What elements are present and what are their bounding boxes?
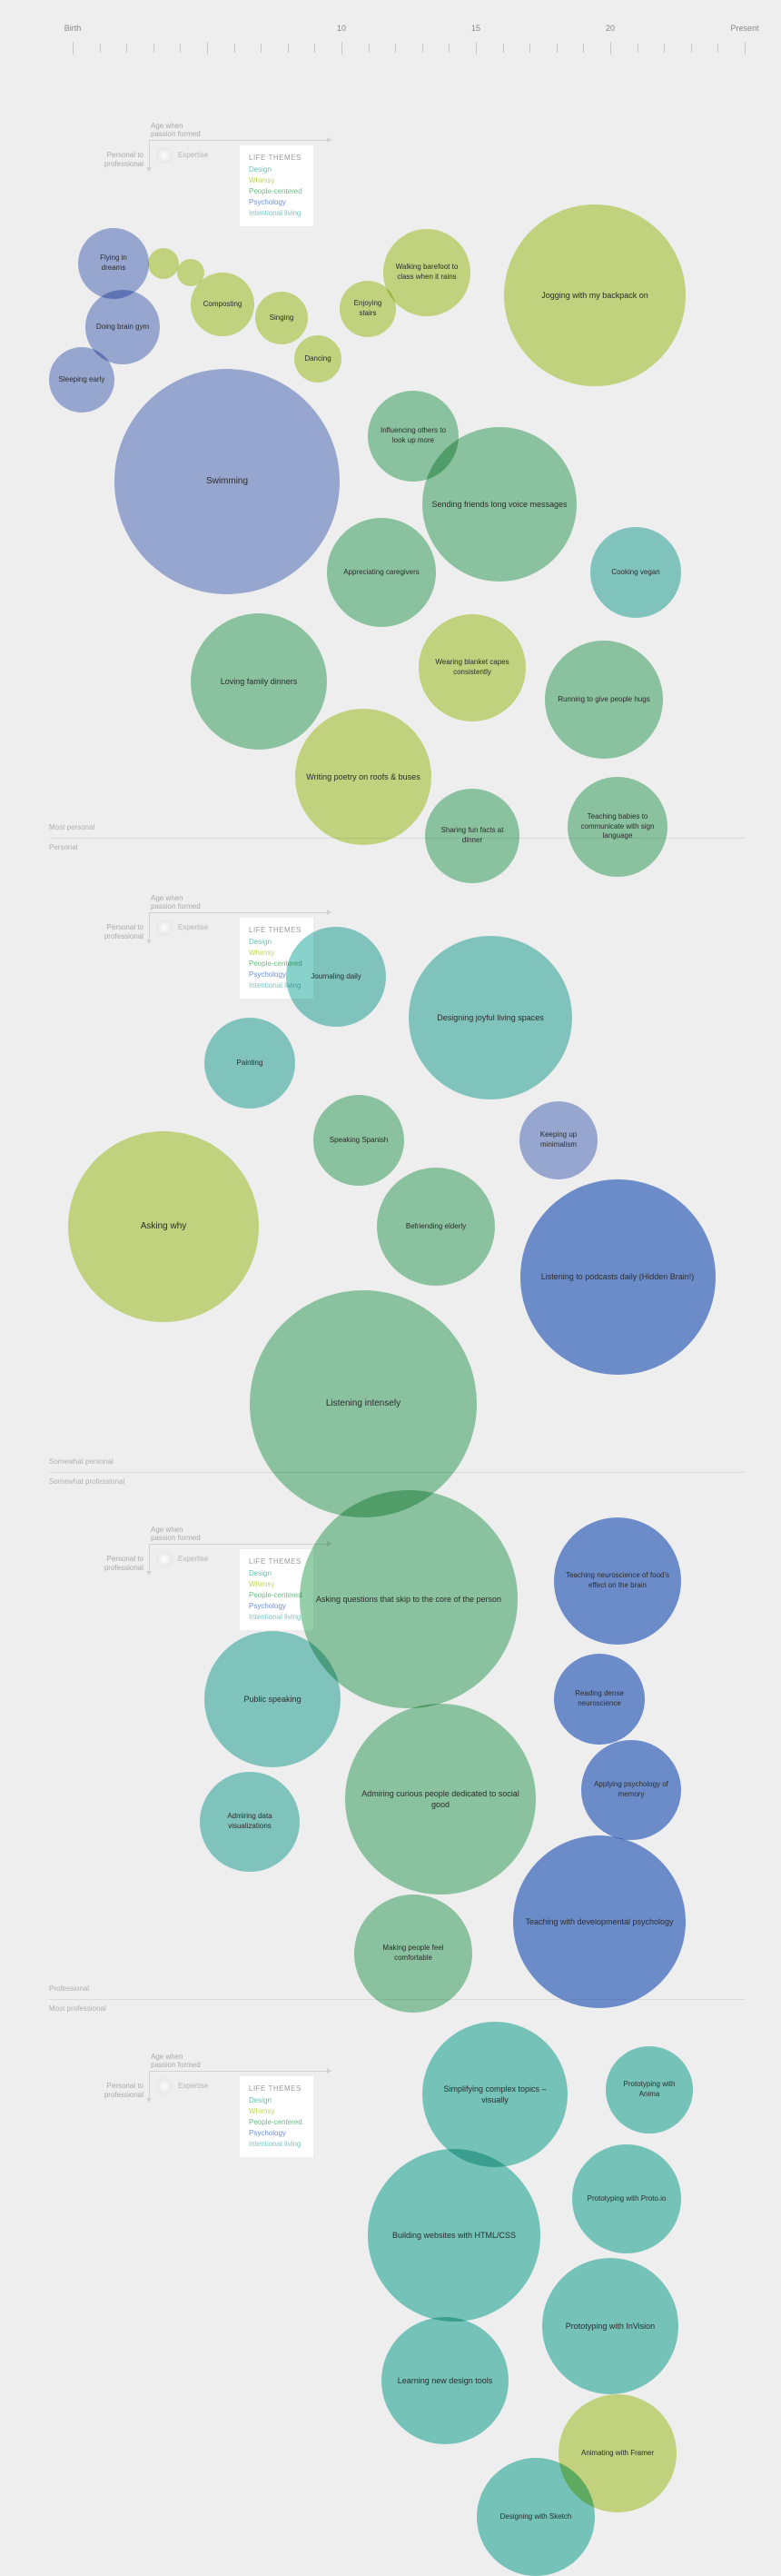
- passion-bubble: Learning new design tools: [381, 2317, 509, 2444]
- timeline-label: 20: [606, 24, 615, 33]
- legend-item: People-centered: [249, 2117, 302, 2128]
- legend-item: Design: [249, 937, 302, 948]
- passion-bubble: Listening intensely: [250, 1290, 477, 1517]
- expertise-label: Expertise: [178, 151, 208, 159]
- legend-item: Psychology: [249, 1601, 302, 1612]
- divider-label: Personal: [49, 843, 78, 851]
- passion-bubble: Flying in dreams: [78, 228, 149, 299]
- divider-label: Somewhat professional: [49, 1477, 124, 1486]
- passion-bubble: Singing: [255, 292, 308, 344]
- expertise-dot: [156, 2078, 173, 2094]
- legend-box: LIFE THEMESDesignWhimsyPeople-centeredPs…: [240, 145, 313, 226]
- passion-bubble: Sleeping early: [49, 347, 114, 413]
- legend-item: Design: [249, 164, 302, 175]
- divider-label: Professional: [49, 1984, 89, 1993]
- expertise-label: Expertise: [178, 923, 208, 931]
- legend-item: People-centered: [249, 186, 302, 197]
- passion-bubble: Writing poetry on roofs & buses: [295, 709, 431, 845]
- legend-item: Intentional living: [249, 208, 302, 219]
- passion-bubble: Teaching neuroscience of food's effect o…: [554, 1517, 681, 1645]
- passion-bubble: Running to give people hugs: [545, 641, 663, 759]
- legend-item: Whimsy: [249, 2106, 302, 2117]
- passion-bubble: Sharing fun facts at dinner: [425, 789, 519, 883]
- passion-bubble: Simplifying complex topics – visually: [422, 2022, 568, 2167]
- passion-bubble: Journaling daily: [286, 927, 386, 1027]
- passion-bubble: Swimming: [114, 369, 340, 594]
- legend-item: Whimsy: [249, 175, 302, 186]
- timeline-label: 15: [471, 24, 480, 33]
- timeline-axis: Birth101520Present: [73, 27, 745, 64]
- passion-bubble: [148, 248, 179, 279]
- passion-bubble: Listening to podcasts daily (Hidden Brai…: [520, 1179, 716, 1375]
- axis-label-age: Age whenpassion formed: [151, 2053, 201, 2069]
- passion-bubble: Building websites with HTML/CSS: [368, 2149, 540, 2322]
- passion-bubble: Loving family dinners: [191, 613, 327, 750]
- divider-label: Somewhat personal: [49, 1457, 114, 1466]
- passion-bubble: Prototyping with InVision: [542, 2258, 678, 2394]
- legend-item: Whimsy: [249, 1579, 302, 1590]
- passion-bubble: Cooking vegan: [590, 527, 681, 618]
- legend-item: Psychology: [249, 2128, 302, 2139]
- passion-bubble: Prototyping with Anima: [606, 2046, 693, 2133]
- legend-item: Design: [249, 2095, 302, 2106]
- passion-bubble: Appreciating caregivers: [327, 518, 436, 627]
- passion-bubble: Asking why: [68, 1131, 259, 1322]
- passion-bubble: Admiring data visualizations: [200, 1772, 300, 1872]
- passion-bubble: Admiring curious people dedicated to soc…: [345, 1704, 536, 1895]
- passion-bubble: Applying psychology of memory: [581, 1740, 681, 1840]
- legend-item: Psychology: [249, 197, 302, 208]
- passion-bubble: Keeping up minimalism: [519, 1101, 598, 1179]
- axis-label-personal: Personal toprofessional: [84, 151, 143, 170]
- passion-bubble: Befriending elderly: [377, 1168, 495, 1286]
- passion-bubble: Walking barefoot to class when it rains: [383, 229, 470, 316]
- passion-bubble: Reading dense neuroscience: [554, 1654, 645, 1745]
- passion-bubble: Teaching with developmental psychology: [513, 1835, 686, 2008]
- expertise-dot: [156, 147, 173, 164]
- legend-item: Intentional living: [249, 2139, 302, 2150]
- axis-label-age: Age whenpassion formed: [151, 122, 201, 138]
- passion-bubble: Public speaking: [204, 1631, 341, 1767]
- expertise-dot: [156, 1551, 173, 1567]
- divider-label: Most professional: [49, 2004, 106, 2013]
- expertise-dot: [156, 920, 173, 936]
- axis-label-age: Age whenpassion formed: [151, 1526, 201, 1542]
- passion-bubble: Dancing: [294, 335, 341, 383]
- passion-bubble: Prototyping with Proto.io: [572, 2144, 681, 2253]
- legend-item: People-centered: [249, 1590, 302, 1601]
- passion-bubble: Making people feel comfortable: [354, 1895, 472, 2013]
- timeline-label: Birth: [64, 24, 82, 33]
- passion-bubble: Jogging with my backpack on: [504, 204, 686, 386]
- axis-label-personal: Personal toprofessional: [84, 923, 143, 942]
- legend-box: LIFE THEMESDesignWhimsyPeople-centeredPs…: [240, 2076, 313, 2157]
- passion-bubble: Teaching babies to communicate with sign…: [568, 777, 667, 877]
- passion-bubble: Wearing blanket capes consistently: [419, 614, 526, 721]
- axis-label-personal: Personal toprofessional: [84, 1555, 143, 1574]
- expertise-label: Expertise: [178, 1555, 208, 1563]
- divider-label: Most personal: [49, 823, 94, 831]
- expertise-label: Expertise: [178, 2082, 208, 2090]
- axis-label-personal: Personal toprofessional: [84, 2082, 143, 2101]
- legend-item: Intentional living: [249, 1612, 302, 1623]
- passion-bubble: Speaking Spanish: [313, 1095, 404, 1186]
- passion-bubble: Sending friends long voice messages: [422, 427, 577, 582]
- passion-bubble: [177, 259, 204, 286]
- passion-bubble: Designing with Sketch: [477, 2458, 595, 2576]
- passion-bubble: Painting: [204, 1018, 295, 1109]
- legend-item: Design: [249, 1568, 302, 1579]
- axis-label-age: Age whenpassion formed: [151, 894, 201, 910]
- timeline-label: 10: [337, 24, 346, 33]
- passion-bubble: Designing joyful living spaces: [409, 936, 572, 1099]
- timeline-label: Present: [730, 24, 758, 33]
